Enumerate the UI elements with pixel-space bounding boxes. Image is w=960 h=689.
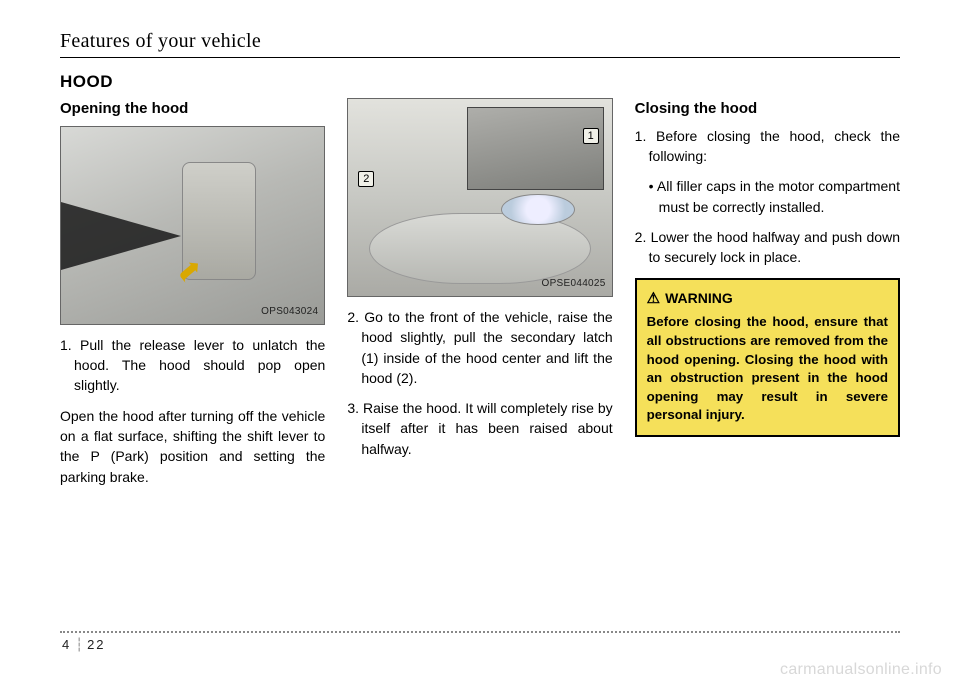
header-title: Features of your vehicle	[60, 30, 261, 52]
opening-subhead: Opening the hood	[60, 98, 325, 120]
section-title: HOOD	[60, 72, 900, 92]
warning-body: Before closing the hood, ensure that all…	[647, 313, 888, 425]
headlight-shape	[501, 194, 575, 226]
warning-title: WARNING	[665, 288, 733, 308]
figure-hood-lever: ➦ OPS043024	[60, 126, 325, 325]
callout-2: 2	[358, 171, 374, 187]
column-2: 1 2 OPSE044025 2. Go to the front of the…	[347, 98, 612, 497]
content-columns: Opening the hood ➦ OPS043024 1. Pull the…	[60, 98, 900, 497]
header-rule: Features of your vehicle	[60, 30, 900, 58]
col1-para1: Open the hood after turning off the vehi…	[60, 406, 325, 487]
watermark: carmanualsonline.info	[780, 661, 942, 679]
warning-icon: ⚠	[647, 288, 660, 310]
section-number: 4	[62, 637, 71, 652]
col2-step3: 3. Raise the hood. It will completely ri…	[347, 398, 612, 459]
page-footer: 4 ┆ 22	[60, 631, 900, 653]
page-number: 22	[87, 637, 105, 652]
warning-box: ⚠ WARNING Before closing the hood, ensur…	[635, 278, 900, 437]
callout-1: 1	[583, 128, 599, 144]
col3-bullet1: • All filler caps in the motor compartme…	[635, 176, 900, 217]
col3-step2: 2. Lower the hood halfway and push down …	[635, 227, 900, 268]
footer-dash: ┆	[75, 637, 83, 652]
callout-triangle	[61, 202, 181, 270]
inset-box: 1	[467, 107, 604, 190]
manual-page: Features of your vehicle HOOD Opening th…	[0, 0, 960, 689]
figure-hood-front: 1 2 OPSE044025	[347, 98, 612, 297]
bumper-shape	[369, 213, 590, 284]
col1-step1: 1. Pull the release lever to unlatch the…	[60, 335, 325, 396]
column-3: Closing the hood 1. Before closing the h…	[635, 98, 900, 497]
closing-subhead: Closing the hood	[635, 98, 900, 120]
column-1: Opening the hood ➦ OPS043024 1. Pull the…	[60, 98, 325, 497]
warning-heading: ⚠ WARNING	[647, 288, 888, 310]
figure-label: OPS043024	[261, 305, 318, 320]
col2-step2: 2. Go to the front of the vehicle, raise…	[347, 307, 612, 388]
col3-step1: 1. Before closing the hood, check the fo…	[635, 126, 900, 167]
figure-label-2: OPSE044025	[541, 277, 605, 292]
